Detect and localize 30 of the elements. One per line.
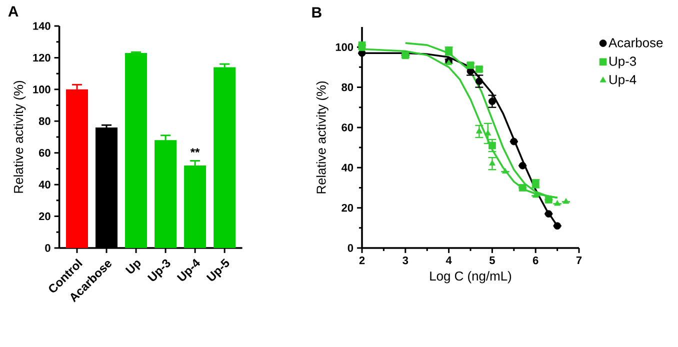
chart-title: B [312, 7, 322, 18]
y-tick-label: 40 [341, 164, 354, 172]
x-tick-label: 5 [490, 256, 495, 264]
y-tick-label: 100 [33, 86, 50, 94]
y-tick-label: 120 [33, 54, 50, 62]
chart-title: A [8, 6, 18, 16]
legend-label: Acarbose [608, 38, 663, 48]
y-tick-label: 60 [342, 124, 354, 132]
x-tick-label: 2 [359, 256, 365, 264]
y-tick-label: 0 [348, 244, 354, 252]
y-tick-label: 60 [39, 148, 50, 157]
y-tick-label: 80 [342, 83, 354, 92]
x-tick-label: Up [125, 260, 141, 274]
y-tick-label: 20 [342, 204, 354, 212]
y-tick-label: 80 [38, 117, 50, 126]
y-tick-label: 40 [38, 180, 50, 188]
x-tick-label: 6 [532, 256, 538, 264]
y-tick-label: 140 [33, 22, 50, 30]
legend-label: Up-4 [610, 75, 636, 87]
x-tick-label: 4 [446, 256, 452, 264]
y-axis-title: Relative activity (%) [316, 81, 328, 194]
y-axis-title: Relative activity (%) [14, 80, 26, 193]
y-tick-label: 20 [38, 212, 50, 220]
x-tick-label: 7 [576, 256, 582, 264]
y-tick-label: 0 [45, 244, 50, 252]
x-axis-title: Log C (ng/mL) [430, 271, 512, 284]
y-tick-label: 100 [336, 43, 354, 51]
legend-label: Up-3 [610, 56, 636, 68]
annotation: ** [190, 148, 200, 153]
x-tick-label: 3 [402, 256, 408, 264]
